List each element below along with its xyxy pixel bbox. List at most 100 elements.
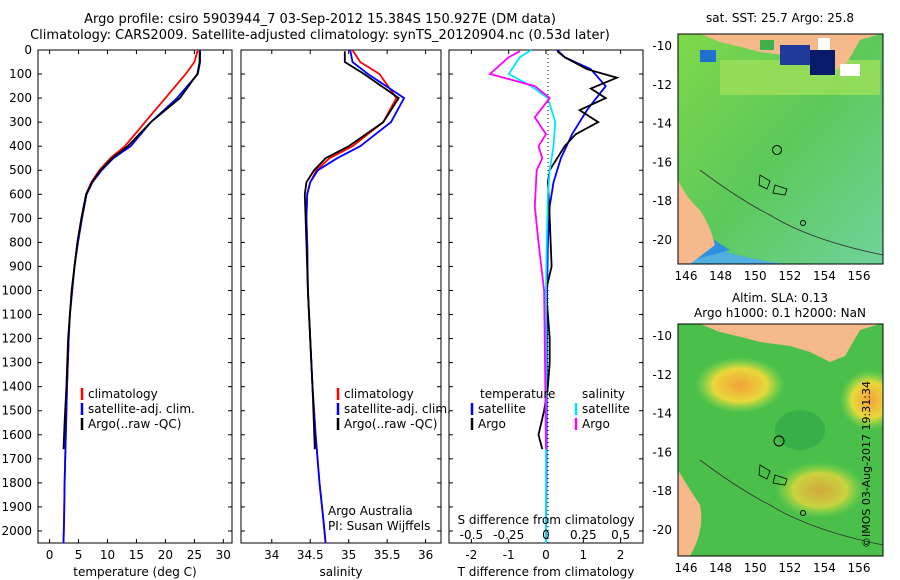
y-tick-label: 800 (9, 235, 32, 249)
y-tick-label: 2000 (1, 524, 32, 538)
sla-map-y-tick: -20 (652, 523, 672, 537)
sla-map-x-tick: 146 (675, 561, 698, 575)
x-axis-label: temperature (deg C) (73, 565, 196, 579)
sst-map-x-tick: 156 (848, 269, 871, 283)
sst-map-y-tick: -18 (652, 194, 672, 208)
legend-label: Argo (582, 417, 610, 431)
series-line-satellite-adj-clim- (62, 50, 202, 544)
y-tick-label: 1800 (1, 476, 32, 490)
sla-map-title2: Argo h1000: 0.1 h2000: NaN (694, 306, 866, 320)
x-tick-label: 2 (617, 548, 625, 562)
plot-title-line1: Argo profile: csiro 5903944_7 03-Sep-201… (84, 12, 556, 27)
x-tick-label: 36 (418, 548, 433, 562)
argo-position-marker (772, 145, 782, 155)
x-tick-top-label: 0.25 (570, 528, 597, 542)
y-tick-label: 1300 (1, 356, 32, 370)
x-tick-label: 5 (75, 548, 83, 562)
y-tick-label: 1100 (1, 308, 32, 322)
x-tick-label: 34.5 (297, 548, 324, 562)
x-tick-label: 34 (264, 548, 279, 562)
y-tick-label: 100 (9, 67, 32, 81)
y-tick-label: 700 (9, 211, 32, 225)
series-line-satellite-adj-clim- (305, 49, 406, 544)
y-tick-label: 400 (9, 139, 32, 153)
legend-title-temperature: temperature (480, 387, 555, 401)
x-tick-label: 35 (341, 548, 356, 562)
sst-map-y-tick: -14 (652, 117, 672, 131)
x-tick-label: 30 (216, 548, 231, 562)
legend-label: satellite (478, 402, 526, 416)
x-tick-top-label: 0.5 (611, 528, 630, 542)
series-line-argo-raw-qc- (62, 51, 201, 450)
plot-title-line2: Climatology: CARS2009. Satellite-adjuste… (30, 28, 610, 43)
annotation-line1: Argo Australia (328, 504, 413, 518)
sst-map-x-tick: 152 (778, 269, 801, 283)
x-tick-label: 10 (100, 548, 115, 562)
sst-map-x-tick: 148 (709, 269, 732, 283)
x-axis-label-top: S difference from climatology (458, 513, 635, 527)
sst-map (677, 33, 884, 265)
x-tick-label: 25 (187, 548, 202, 562)
y-tick-label: 1600 (1, 428, 32, 442)
sla-map-y-tick: -18 (652, 484, 672, 498)
annotation-line2: PI: Susan Wijffels (328, 519, 430, 533)
y-tick-label: 200 (9, 91, 32, 105)
legend-label: satellite-adj. clim. (88, 402, 195, 416)
y-tick-label: 600 (9, 187, 32, 201)
x-tick-label: 35.5 (374, 548, 401, 562)
y-tick-label: 0 (24, 43, 32, 57)
sst-map-y-tick: -20 (652, 233, 672, 247)
sla-map-y-tick: -12 (652, 368, 672, 382)
imos-timestamp: ©IMOS 03-Aug-2017 19:31:34 (860, 381, 873, 548)
y-tick-label: 1900 (1, 500, 32, 514)
sst-map-x-tick: 154 (813, 269, 836, 283)
x-tick-top-label: -0.25 (493, 528, 524, 542)
sla-map-x-tick: 154 (813, 561, 836, 575)
series-line-argo-raw-qc- (303, 51, 400, 450)
y-tick-label: 1000 (1, 283, 32, 297)
australia-coast (678, 34, 715, 264)
x-tick-label: -1 (503, 548, 515, 562)
legend-label: climatology (344, 387, 414, 401)
sst-map-x-tick: 150 (744, 269, 767, 283)
series-line-climatology (305, 49, 398, 544)
sla-map-x-tick: 156 (848, 561, 871, 575)
sst-map-x-tick: 146 (675, 269, 698, 283)
x-tick-label: 1 (579, 548, 587, 562)
legend-label: climatology (88, 387, 158, 401)
x-tick-top-label: -0.5 (460, 528, 483, 542)
x-tick-label: 0 (542, 548, 550, 562)
y-tick-label: 1500 (1, 404, 32, 418)
x-tick-label: 20 (158, 548, 173, 562)
x-tick-label: 15 (129, 548, 144, 562)
sla-map-y-tick: -14 (652, 407, 672, 421)
series-line-s-argo (488, 50, 551, 450)
series-line-climatology (62, 49, 199, 544)
x-tick-label: 0 (46, 548, 54, 562)
sla-map-x-tick: 152 (778, 561, 801, 575)
sst-map-y-tick: -16 (652, 155, 672, 169)
y-tick-label: 1400 (1, 380, 32, 394)
sla-map-y-tick: -16 (652, 445, 672, 459)
sla-map-x-tick: 148 (709, 561, 732, 575)
y-tick-label: 1200 (1, 332, 32, 346)
sst-map-title: sat. SST: 25.7 Argo: 25.8 (706, 11, 854, 25)
y-tick-label: 1700 (1, 452, 32, 466)
y-tick-label: 500 (9, 163, 32, 177)
x-axis-label: salinity (319, 565, 362, 579)
y-tick-label: 900 (9, 259, 32, 273)
sla-map-title1: Altim. SLA: 0.13 (732, 291, 828, 305)
sst-map-y-tick: -10 (652, 39, 672, 53)
legend-label: satellite-adj. clim. (344, 402, 451, 416)
legend-label: Argo(..raw -QC) (88, 417, 181, 431)
y-tick-label: 300 (9, 115, 32, 129)
salinity-axes (240, 49, 442, 544)
sla-map-x-tick: 150 (744, 561, 767, 575)
x-axis-label: T difference from climatology (457, 565, 635, 579)
series-line-s-satellite (507, 49, 557, 543)
temperature-axes (37, 49, 233, 544)
legend-label: Argo (478, 417, 506, 431)
legend-label: satellite (582, 402, 630, 416)
legend-title-salinity: salinity (582, 387, 625, 401)
x-tick-label: -2 (465, 548, 477, 562)
